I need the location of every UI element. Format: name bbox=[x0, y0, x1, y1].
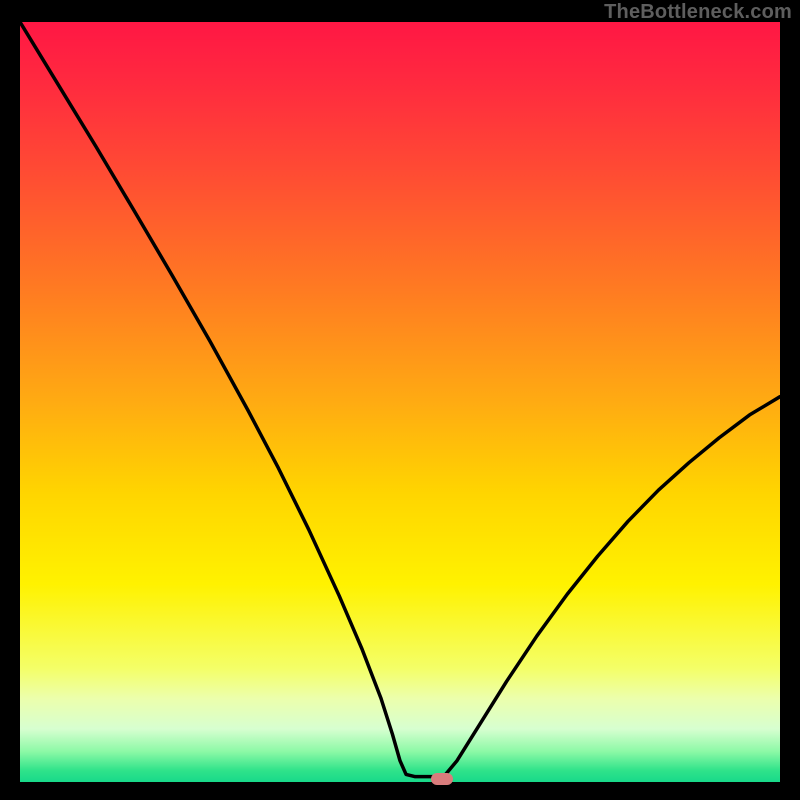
chart-frame: TheBottleneck.com bbox=[0, 0, 800, 800]
optimum-marker bbox=[431, 773, 453, 785]
bottleneck-curve bbox=[20, 22, 780, 782]
watermark-label: TheBottleneck.com bbox=[604, 1, 792, 24]
plot-area bbox=[20, 22, 780, 782]
